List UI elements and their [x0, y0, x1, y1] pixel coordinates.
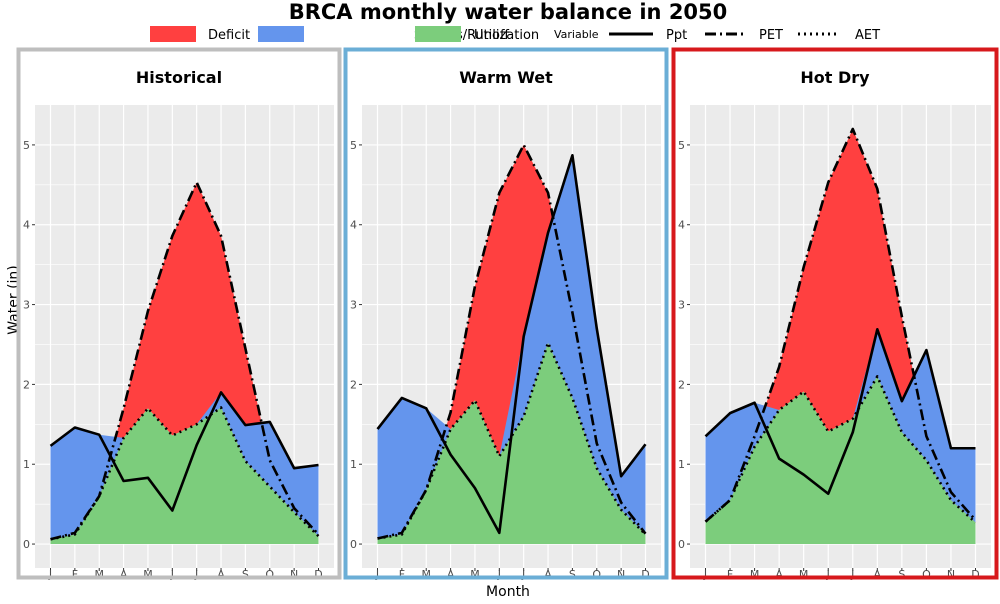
x-tick-label: M: [799, 568, 809, 581]
x-tick-label: A: [775, 568, 783, 581]
legend-key-utilization: [415, 26, 461, 42]
surplus-runoff-area: [50, 392, 319, 540]
x-tick-label: M: [143, 568, 153, 581]
x-tick-label: A: [544, 568, 552, 581]
x-tick-label: D: [641, 568, 649, 581]
x-tick-label: O: [265, 568, 274, 581]
x-tick-label: J: [497, 568, 501, 581]
x-tick-label: A: [120, 568, 128, 581]
x-tick-label: J: [850, 568, 854, 581]
panel-hot-dry: 0 1 2 3 4 5 J F M A M J J A S O N D Hot Dry: [671, 47, 999, 581]
legend-key-deficit: [150, 26, 196, 42]
x-tick-label: A: [217, 568, 225, 581]
x-tick-label: M: [94, 568, 104, 581]
x-tick-label: J: [826, 568, 830, 581]
x-tick-label: D: [314, 568, 322, 581]
aet-line: [377, 341, 647, 540]
x-tick-label: M: [421, 568, 431, 581]
pet-line: [704, 127, 977, 523]
x-axis-label: Month: [486, 584, 530, 600]
panel-warm-wet: 0 1 2 3 4 5 J F M A M J J A S O N D Warm Wet: [343, 47, 669, 581]
panel-title: Hot Dry: [800, 68, 870, 87]
y-tick-label: 5: [23, 139, 30, 152]
legend-label-pet: PET: [759, 28, 783, 43]
y-tick-label: 1: [350, 458, 357, 471]
y-tick-label: 1: [23, 458, 30, 471]
x-tick-label: S: [242, 568, 249, 581]
ppt-line: [704, 328, 976, 496]
panel-border: [671, 47, 999, 580]
legend-line-title: Variable: [554, 28, 599, 41]
x-tick-label: J: [194, 568, 198, 581]
panel-title: Historical: [136, 68, 222, 87]
y-tick-label: 0: [350, 538, 357, 551]
legend-label-utilization: Utilization: [474, 28, 539, 43]
panel-border: [343, 47, 669, 580]
y-tick-label: 3: [678, 299, 685, 312]
panel-title: Warm Wet: [459, 68, 553, 87]
x-tick-label: J: [521, 568, 525, 581]
x-tick-label: O: [592, 568, 601, 581]
x-tick-label: S: [898, 568, 905, 581]
y-tick-label: 0: [678, 538, 685, 551]
x-tick-label: N: [617, 568, 625, 581]
x-tick-label: J: [170, 568, 174, 581]
x-tick-label: M: [750, 568, 760, 581]
panel-border: [16, 47, 342, 580]
x-tick-label: O: [922, 568, 931, 581]
y-tick-label: 3: [23, 299, 30, 312]
y-tick-label: 4: [23, 219, 30, 232]
panel-historical: 0 1 2 3 4 5 J F M A M J J A S O N D Historical: [16, 47, 342, 581]
x-tick-label: N: [947, 568, 955, 581]
chart-title: BRCA monthly water balance in 2050: [289, 0, 728, 24]
x-tick-label: F: [72, 568, 78, 581]
y-tick-label: 5: [678, 139, 685, 152]
x-tick-label: J: [703, 568, 707, 581]
x-tick-label: N: [290, 568, 298, 581]
x-tick-label: F: [399, 568, 405, 581]
y-tick-label: 3: [350, 299, 357, 312]
legend-key-surplus-runoff: [258, 26, 304, 42]
x-tick-label: A: [447, 568, 455, 581]
y-tick-label: 4: [350, 219, 357, 232]
legend-label-ppt: Ppt: [666, 28, 687, 43]
x-tick-label: F: [727, 568, 733, 581]
y-tick-label: 1: [678, 458, 685, 471]
y-tick-label: 5: [350, 139, 357, 152]
legend-label-aet: AET: [855, 28, 880, 43]
x-tick-label: J: [375, 568, 379, 581]
y-tick-label: 2: [23, 378, 30, 391]
x-tick-label: A: [874, 568, 882, 581]
legend-label-deficit: Deficit: [208, 28, 250, 43]
x-tick-label: S: [569, 568, 576, 581]
x-tick-label: J: [48, 568, 52, 581]
ppt-line: [376, 153, 647, 535]
pet-line: [50, 181, 320, 541]
ppt-line: [49, 391, 319, 512]
y-tick-label: 2: [678, 378, 685, 391]
y-tick-label: 2: [350, 378, 357, 391]
y-tick-label: 4: [678, 219, 685, 232]
x-tick-label: M: [470, 568, 480, 581]
x-tick-label: D: [971, 568, 979, 581]
y-tick-label: 0: [23, 538, 30, 551]
